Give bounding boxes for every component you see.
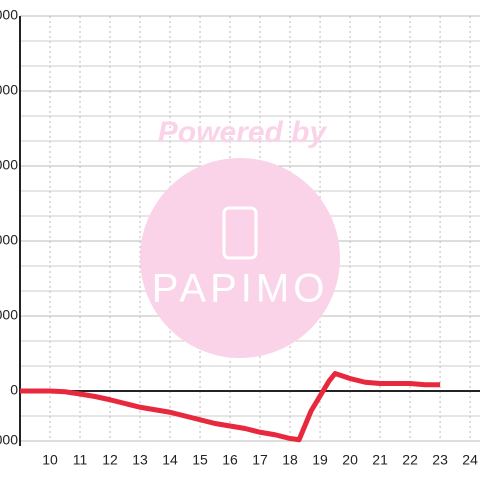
x-tick-label: 21	[372, 452, 388, 468]
y-tick-label: 90,000	[0, 157, 18, 173]
x-tick-label: 15	[192, 452, 208, 468]
watermark-bottom: PAPIMO	[152, 267, 329, 311]
watermark-icon	[222, 206, 258, 260]
x-tick-label: 24	[462, 452, 478, 468]
x-tick-label: 18	[282, 452, 298, 468]
x-tick-label: 10	[42, 452, 58, 468]
x-tick-label: 14	[162, 452, 178, 468]
x-tick-label: 13	[132, 452, 148, 468]
y-tick-label: 120,000	[0, 82, 18, 98]
watermark-top: Powered by	[158, 116, 328, 149]
x-tick-label: 12	[102, 452, 118, 468]
x-tick-label: 20	[342, 452, 358, 468]
data-line	[20, 371, 441, 443]
y-tick-label: 60,000	[0, 232, 18, 248]
y-tick-label: 150,000	[0, 7, 18, 23]
x-tick-label: 16	[222, 452, 238, 468]
y-tick-label: -20,000	[0, 432, 18, 448]
y-tick-label: 30,000	[0, 307, 18, 323]
x-tick-label: 19	[312, 452, 328, 468]
y-tick-label: 0	[10, 382, 18, 398]
x-tick-label: 23	[432, 452, 448, 468]
x-tick-label: 11	[73, 452, 88, 468]
x-tick-label: 17	[252, 452, 268, 468]
x-tick-label: 22	[402, 452, 418, 468]
